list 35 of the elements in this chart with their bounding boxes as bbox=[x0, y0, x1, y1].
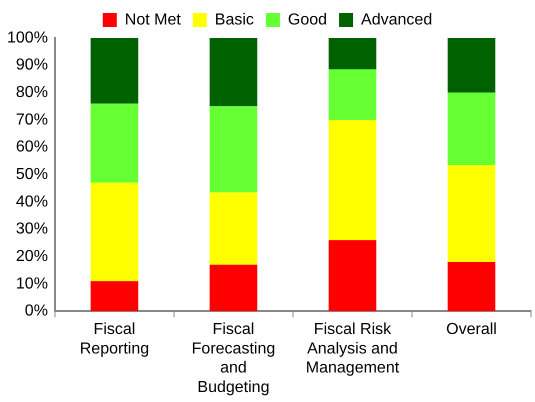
y-tick-label: 20% bbox=[16, 248, 48, 265]
bar bbox=[448, 262, 496, 312]
bar bbox=[90, 38, 138, 104]
y-tick-label: 50% bbox=[16, 166, 48, 184]
x-tick-label: Fiscal Forecasting and Budgeting bbox=[192, 321, 276, 396]
bar bbox=[210, 264, 258, 312]
bar bbox=[328, 240, 376, 312]
y-tick-label: 40% bbox=[16, 193, 48, 210]
bar bbox=[90, 281, 138, 312]
legend-label: Basic bbox=[214, 11, 254, 28]
bar bbox=[210, 192, 258, 265]
y-tick-label: 80% bbox=[16, 84, 48, 102]
x-tick-label: Overall bbox=[446, 321, 497, 338]
bar bbox=[328, 120, 376, 240]
bar bbox=[210, 106, 258, 192]
y-tick-label: 0% bbox=[24, 302, 48, 320]
bar bbox=[328, 38, 376, 70]
legend-label: Not Met bbox=[124, 11, 182, 28]
y-tick-label: 60% bbox=[16, 138, 48, 156]
bar bbox=[90, 104, 138, 183]
bar bbox=[448, 165, 496, 262]
x-tick-label: Fiscal Risk Analysis and Management bbox=[306, 321, 400, 377]
legend-label: Advanced bbox=[361, 11, 432, 28]
x-tick-label: Fiscal Reporting bbox=[80, 321, 150, 358]
y-tick-label: 70% bbox=[16, 111, 48, 128]
y-tick-label: 100% bbox=[7, 29, 48, 46]
y-tick-label: 90% bbox=[16, 56, 48, 74]
bar bbox=[210, 38, 258, 106]
y-tick-label: 30% bbox=[16, 220, 48, 238]
legend-label: Good bbox=[288, 11, 328, 28]
bar bbox=[90, 182, 138, 282]
bar bbox=[328, 69, 376, 120]
y-tick-label: 10% bbox=[16, 275, 48, 292]
bar bbox=[448, 38, 496, 93]
bar bbox=[448, 92, 496, 166]
